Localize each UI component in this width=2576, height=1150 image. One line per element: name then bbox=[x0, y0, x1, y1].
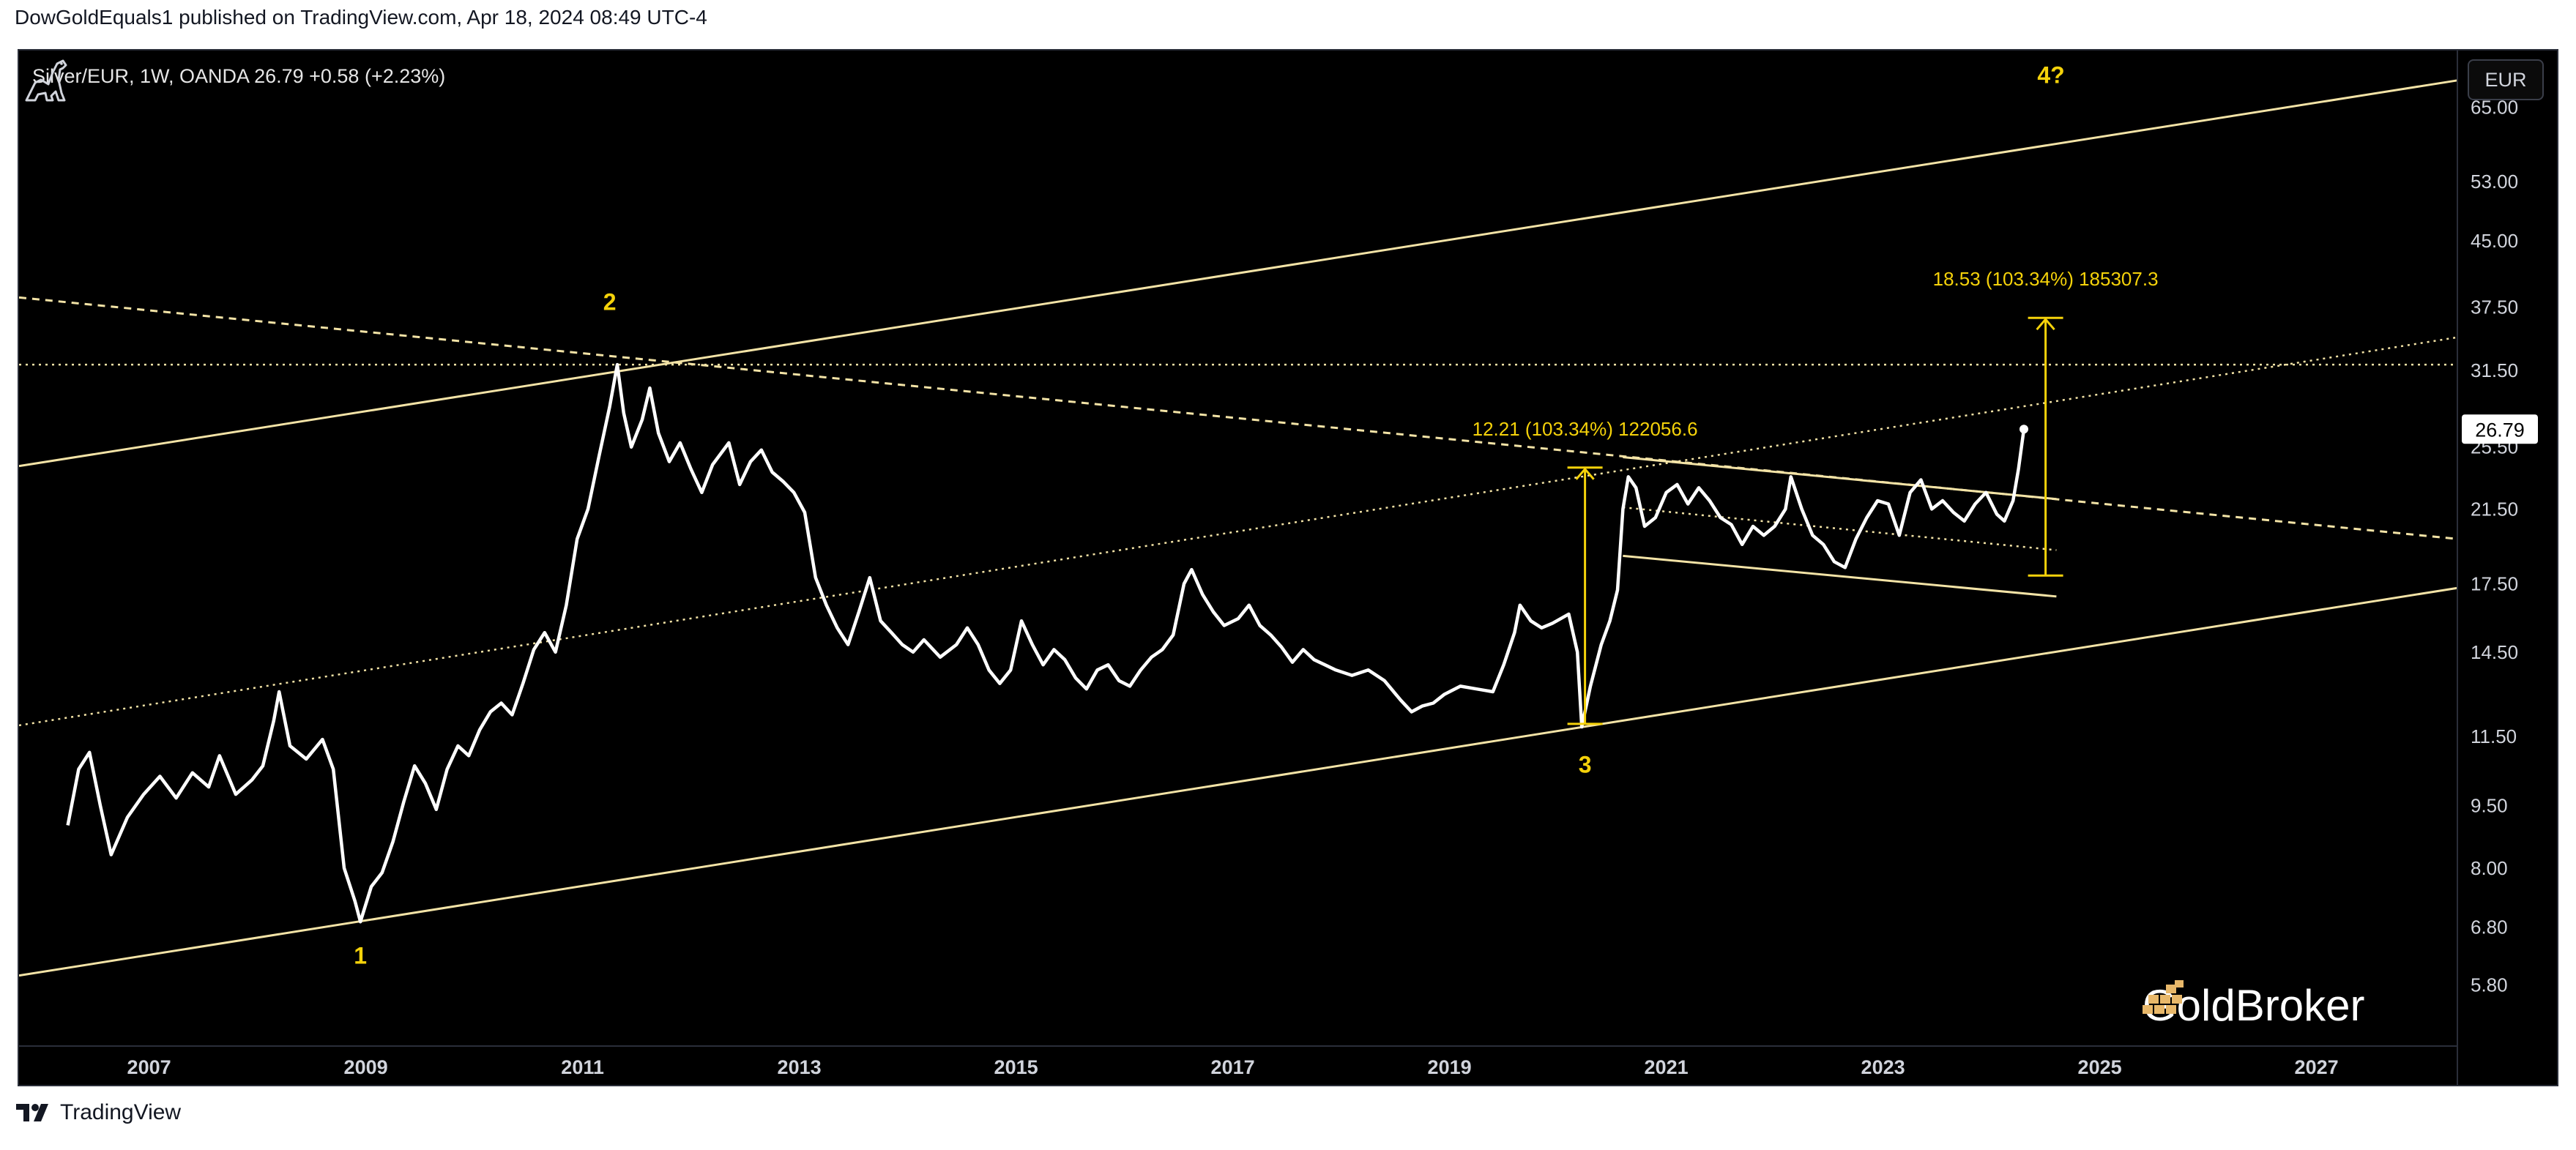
y-tick-label-13: 5.80 bbox=[2471, 974, 2508, 996]
chart-panel[interactable]: 12.21 (103.34%) 122056.6 18.53 (103.34%) … bbox=[18, 49, 2558, 1086]
symbol-info: Silver/EUR, 1W, OANDA 26.79 +0.58 (+2.23… bbox=[32, 65, 446, 87]
measure-label-1: 18.53 (103.34%) 185307.3 bbox=[1933, 268, 2159, 290]
x-tick-label-9: 2025 bbox=[2078, 1056, 2122, 1078]
annotations: 12.21 (103.34%) 122056.6 18.53 (103.34%) … bbox=[354, 61, 2158, 968]
currency-button[interactable]: EUR bbox=[2468, 59, 2544, 100]
trendline-0 bbox=[19, 586, 2458, 977]
x-tick-label-10: 2027 bbox=[2295, 1056, 2339, 1078]
y-tick-label-11: 8.00 bbox=[2471, 857, 2508, 879]
price-axis: 65.0053.0045.0037.5031.5025.5021.5017.50… bbox=[2457, 51, 2518, 1085]
price-series bbox=[66, 362, 2028, 924]
last-point bbox=[2020, 425, 2028, 434]
y-tick-label-9: 11.50 bbox=[2471, 725, 2517, 747]
goldbroker-brand: GoldBroker bbox=[2143, 980, 2364, 1031]
wave-label-0: 1 bbox=[354, 942, 367, 968]
price-line-0 bbox=[66, 362, 2026, 924]
measure-arrow-1 bbox=[2036, 317, 2055, 331]
last-price-marker: 26.79 bbox=[2462, 414, 2538, 444]
x-tick-label-3: 2013 bbox=[778, 1056, 822, 1078]
y-tick-label-2: 45.00 bbox=[2471, 230, 2518, 252]
x-tick-label-4: 2015 bbox=[994, 1056, 1038, 1078]
y-tick-label-8: 14.50 bbox=[2471, 641, 2518, 663]
wave-label-3: 4? bbox=[2037, 61, 2064, 88]
y-tick-label-10: 9.50 bbox=[2471, 795, 2508, 817]
measure-arrow-0 bbox=[1575, 467, 1595, 480]
y-tick-label-1: 53.00 bbox=[2471, 171, 2518, 193]
trendline-2 bbox=[19, 336, 2458, 727]
trendline-1 bbox=[19, 79, 2458, 468]
y-tick-label-6: 21.50 bbox=[2471, 498, 2518, 520]
y-tick-label-4: 31.50 bbox=[2471, 359, 2518, 381]
wave-label-1: 2 bbox=[603, 288, 617, 315]
wave-label-2: 3 bbox=[1579, 752, 1592, 778]
x-tick-label-6: 2019 bbox=[1428, 1056, 1472, 1078]
x-tick-label-0: 2007 bbox=[127, 1056, 171, 1078]
trendline-3 bbox=[19, 296, 2458, 540]
y-tick-label-7: 17.50 bbox=[2471, 573, 2518, 595]
y-tick-label-12: 6.80 bbox=[2471, 916, 2508, 938]
publisher-line: DowGoldEquals1 published on TradingView.… bbox=[15, 6, 707, 29]
last-price-label: 26.79 bbox=[2475, 419, 2525, 441]
x-tick-label-1: 2009 bbox=[344, 1056, 388, 1078]
y-tick-label-3: 37.50 bbox=[2471, 296, 2518, 318]
tradingview-logo-icon bbox=[16, 1104, 48, 1121]
time-axis: 2007 2009 2011 2013 2015 2017 2019 2021 2023 2025… bbox=[19, 1045, 2457, 1078]
price-chart[interactable]: 12.21 (103.34%) 122056.6 18.53 (103.34%) … bbox=[19, 51, 2557, 1085]
trendline-7 bbox=[1623, 506, 2057, 551]
measure-label-0: 12.21 (103.34%) 122056.6 bbox=[1473, 418, 1698, 440]
footer-label: TradingView bbox=[60, 1100, 182, 1124]
dinosaur-icon[interactable] bbox=[19, 51, 78, 109]
trendline-6 bbox=[1623, 554, 2057, 598]
goldbroker-logo-icon bbox=[2143, 980, 2184, 1014]
footer[interactable]: TradingView bbox=[16, 1100, 181, 1125]
x-tick-label-5: 2017 bbox=[1211, 1056, 1255, 1078]
goldbroker-name: GoldBroker bbox=[2143, 981, 2365, 1030]
x-tick-label-2: 2011 bbox=[561, 1056, 604, 1078]
trendlines bbox=[19, 79, 2458, 977]
x-tick-label-8: 2023 bbox=[1861, 1056, 1905, 1078]
x-tick-label-7: 2021 bbox=[1645, 1056, 1689, 1078]
trendline-5 bbox=[1623, 456, 2057, 501]
last-price-tag bbox=[2462, 414, 2538, 444]
